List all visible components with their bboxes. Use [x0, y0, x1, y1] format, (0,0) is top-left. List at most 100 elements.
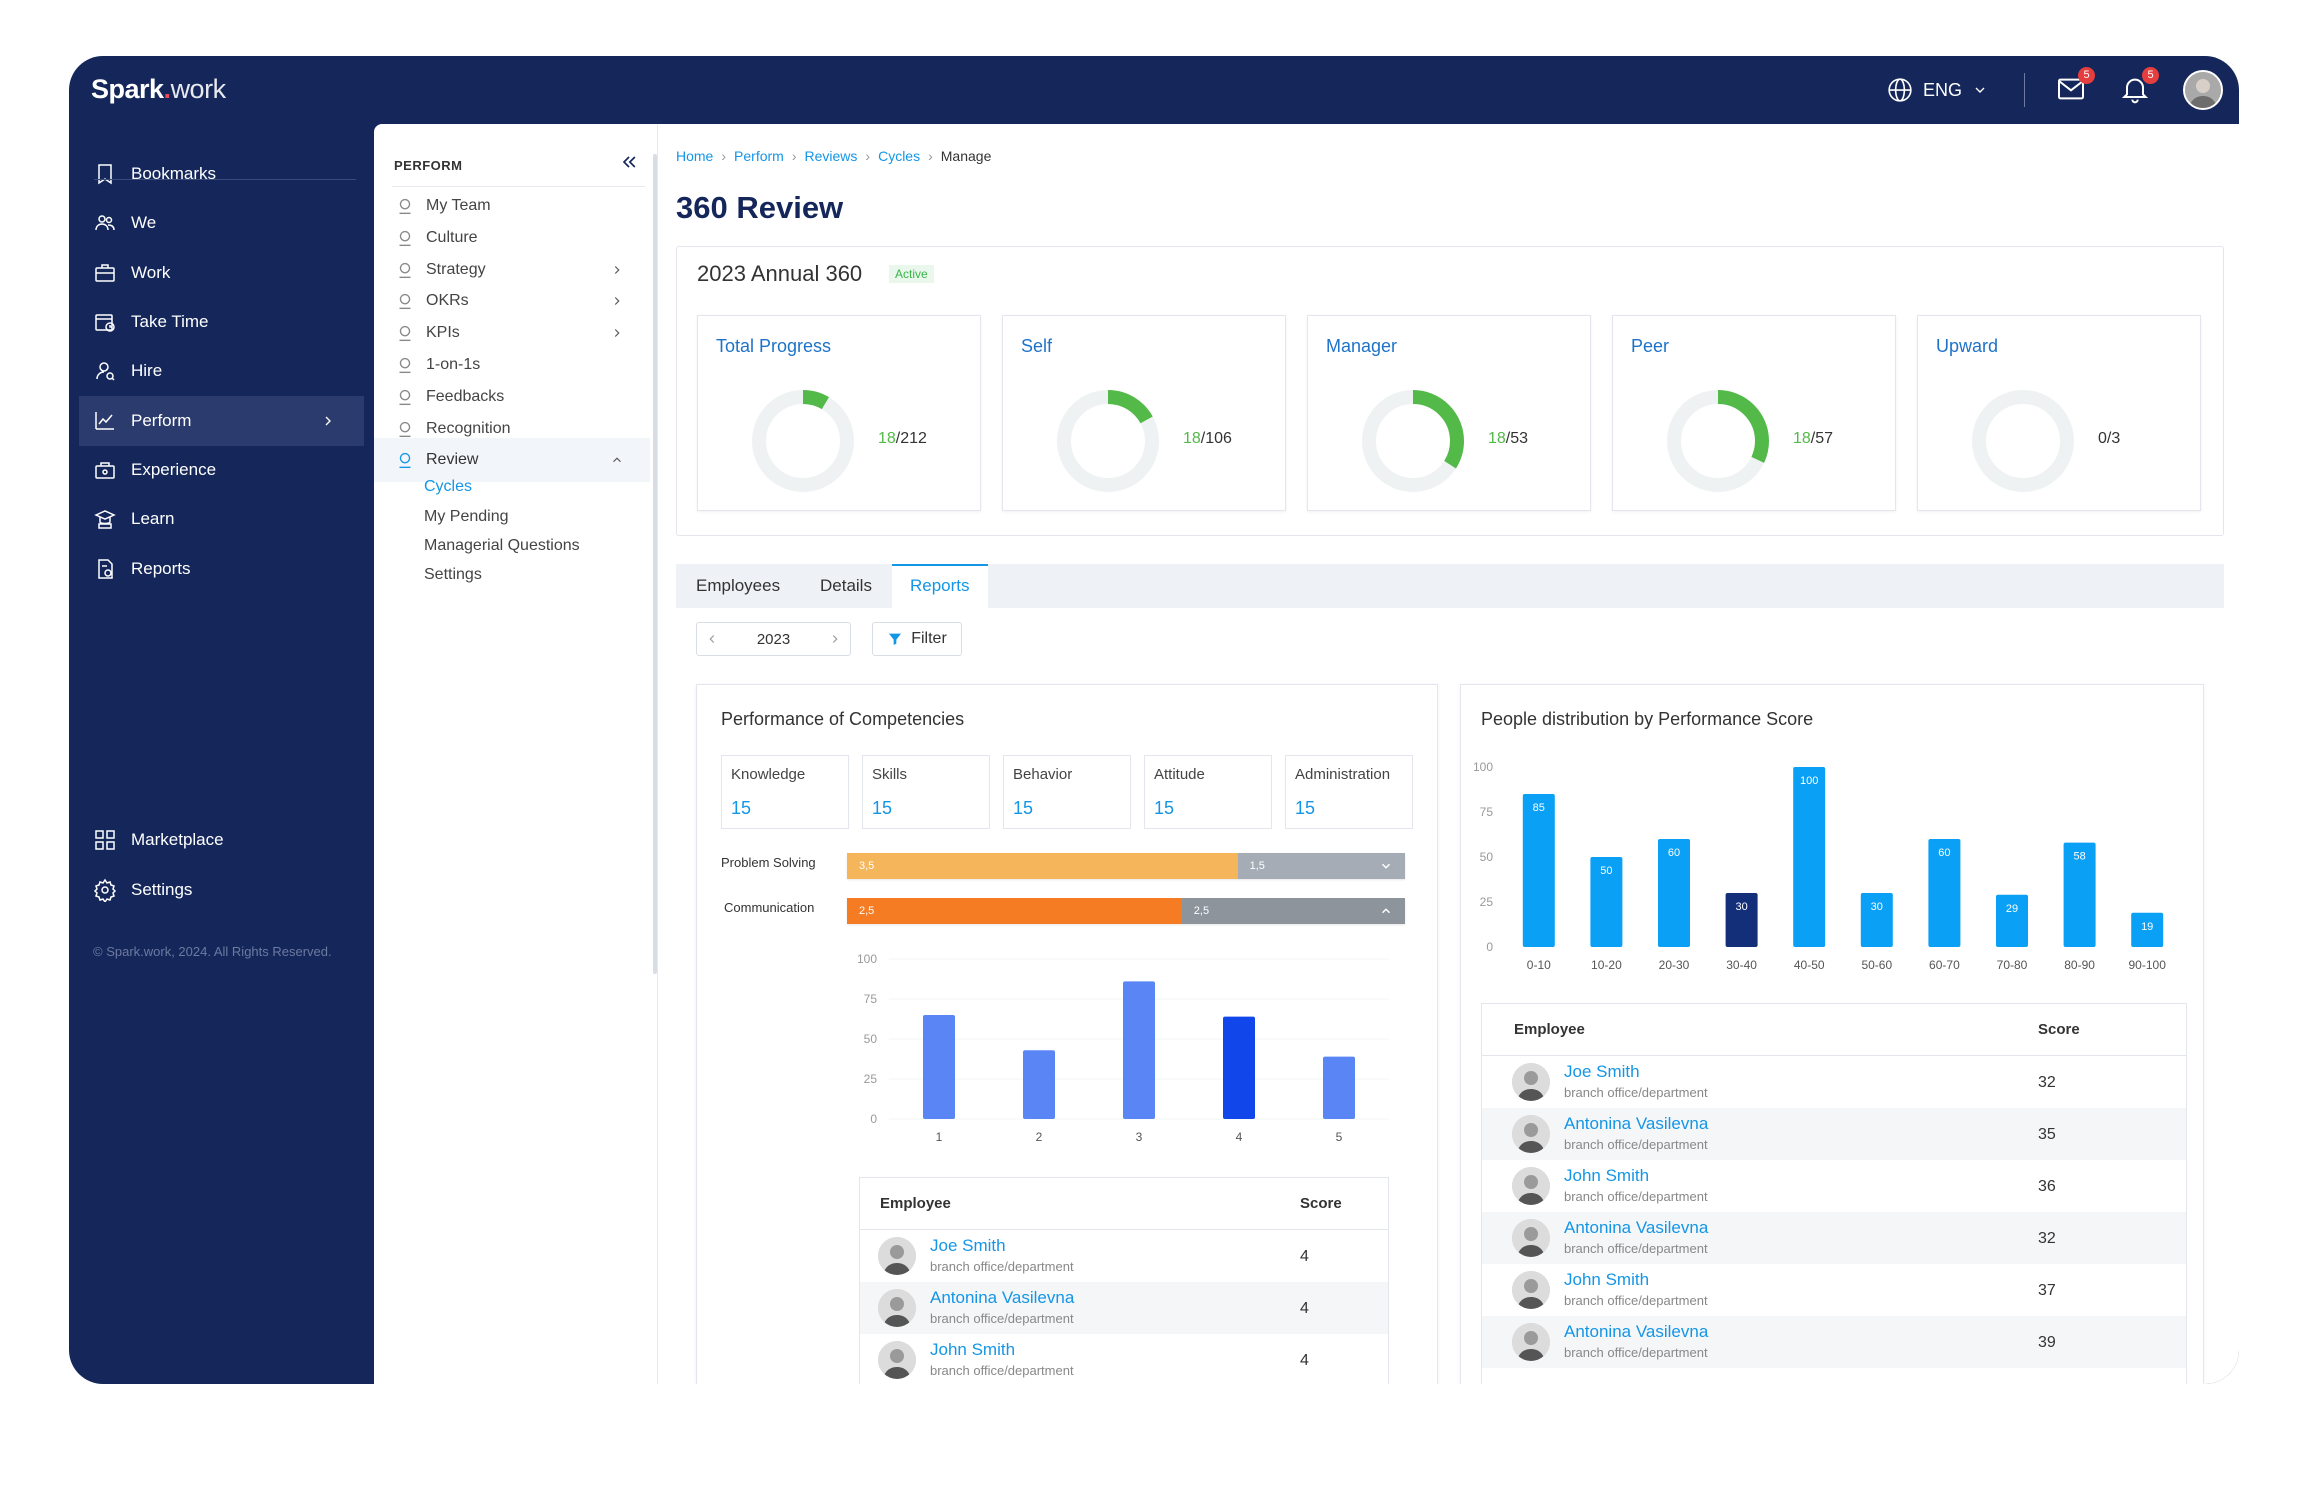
table-row[interactable]: Joe Smith branch office/department 4	[860, 1230, 1388, 1282]
submenu-child-cycles[interactable]: Cycles	[424, 478, 473, 495]
filter-button[interactable]: Filter	[872, 622, 962, 656]
submenu-item-kpis[interactable]: KPIs	[374, 311, 650, 355]
chevron-right-icon[interactable]	[828, 632, 842, 646]
employee-name[interactable]: John Smith	[1564, 1270, 1650, 1289]
competency-box-behavior[interactable]: Behavior 15	[1003, 755, 1131, 829]
submenu-child-managerial-questions[interactable]: Managerial Questions	[424, 537, 580, 554]
employee-score: 37	[2038, 1282, 2056, 1299]
y-tick-label: 0	[1486, 940, 1493, 954]
employee-name[interactable]: Antonina Vasilevna	[1564, 1218, 1709, 1237]
table-row[interactable]: John Smith branch office/department 37	[1482, 1264, 2186, 1316]
tab-details[interactable]: Details	[820, 576, 872, 595]
competency-stacked-bar[interactable]: 2,5 2,5	[847, 898, 1405, 924]
table-row[interactable]: Antonina Vasilevna branch office/departm…	[1482, 1316, 2186, 1368]
nav-item-perform[interactable]: Perform	[79, 396, 364, 446]
competency-box-administration[interactable]: Administration 15	[1285, 755, 1413, 829]
nav-item-hire[interactable]: Hire	[79, 346, 364, 396]
table-row[interactable]: Antonina Vasilevna branch office/departm…	[1482, 1212, 2186, 1264]
table-row[interactable]: Antonina Vasilevna branch office/departm…	[860, 1282, 1388, 1334]
submenu-item-1-on-1s[interactable]: 1-on-1s	[374, 343, 650, 387]
submenu-item-feedbacks[interactable]: Feedbacks	[374, 375, 650, 419]
bar-5[interactable]	[1323, 1056, 1355, 1119]
competency-box-skills[interactable]: Skills 15	[862, 755, 990, 829]
chevron-left-icon[interactable]	[705, 632, 719, 646]
bar-90-100[interactable]	[2131, 912, 2164, 947]
nav-item-we[interactable]: We	[79, 198, 364, 248]
employee-name[interactable]: Antonina Vasilevna	[1564, 1322, 1709, 1341]
bar-20-30[interactable]	[1658, 839, 1690, 947]
submenu-item-recognition[interactable]: Recognition	[374, 407, 650, 451]
y-tick-label: 50	[1480, 850, 1494, 864]
x-tick-label: 3	[1136, 1130, 1143, 1144]
bar-10-20[interactable]	[1590, 857, 1623, 947]
notifications-button[interactable]: 5	[2119, 67, 2159, 107]
competency-box-knowledge[interactable]: Knowledge 15	[721, 755, 849, 829]
chevron-up-icon[interactable]	[1379, 904, 1393, 918]
chevron-down-icon[interactable]	[1379, 859, 1393, 873]
collapse-submenu-button[interactable]	[619, 152, 639, 177]
submenu-item-my-team[interactable]: My Team	[374, 184, 650, 228]
progress-card-self[interactable]: Self 18/106	[1002, 315, 1286, 511]
bar-0-10[interactable]	[1522, 794, 1555, 947]
employee-name[interactable]: Joe Smith	[930, 1236, 1006, 1255]
submenu-item-label: My Team	[426, 197, 491, 214]
nav-item-work[interactable]: Work	[79, 248, 364, 298]
submenu-item-culture[interactable]: Culture	[374, 216, 650, 260]
bar-80-90[interactable]	[2063, 842, 2096, 947]
perform-submenu: PERFORM My Team Culture Strategy OKRs KPIs 1-…	[374, 124, 658, 1384]
bar-4[interactable]	[1223, 1016, 1255, 1119]
progress-card-total-progress[interactable]: Total Progress 18/212	[697, 315, 981, 511]
language-selector[interactable]: ENG	[1887, 77, 1988, 103]
tab-reports[interactable]: Reports	[892, 564, 988, 608]
tab-employees[interactable]: Employees	[696, 576, 781, 595]
progress-card-upward[interactable]: Upward 0/3	[1917, 315, 2201, 511]
employee-name[interactable]: John Smith	[1564, 1166, 1650, 1185]
bar-60-70[interactable]	[1928, 839, 1961, 947]
x-tick-label: 60-70	[1929, 958, 1960, 972]
year-value: 2023	[756, 630, 791, 648]
competency-box-attitude[interactable]: Attitude 15	[1144, 755, 1272, 829]
user-avatar[interactable]	[2183, 70, 2223, 110]
employee-name[interactable]: Antonina Vasilevna	[930, 1288, 1075, 1307]
gear-icon	[93, 878, 117, 902]
bar-30-40[interactable]	[1725, 893, 1758, 947]
employee-name[interactable]: Joe Smith	[1564, 1062, 1640, 1081]
nav-item-learn[interactable]: Learn	[79, 494, 364, 544]
progress-card-peer[interactable]: Peer 18/57	[1612, 315, 1896, 511]
breadcrumb-reviews[interactable]: Reviews	[804, 148, 858, 164]
card-title: Manager	[1326, 336, 1398, 356]
nav-item-marketplace[interactable]: Marketplace	[79, 815, 364, 865]
table-row[interactable]: John Smith branch office/department 4	[860, 1334, 1388, 1384]
employee-score: 35	[2038, 1126, 2056, 1143]
nav-item-take-time[interactable]: Take Time	[79, 297, 364, 347]
bar-40-50[interactable]	[1793, 767, 1826, 947]
submenu-scrollbar[interactable]	[653, 154, 657, 974]
bar-3[interactable]	[1123, 981, 1155, 1119]
bar-50-60[interactable]	[1860, 893, 1893, 947]
breadcrumb-perform[interactable]: Perform	[734, 148, 784, 164]
submenu-item-okrs[interactable]: OKRs	[374, 279, 650, 323]
submenu-child-settings[interactable]: Settings	[424, 566, 482, 583]
bar-1[interactable]	[923, 1015, 955, 1119]
nav-item-experience[interactable]: Experience	[79, 445, 364, 495]
breadcrumb-cycles[interactable]: Cycles	[878, 148, 921, 164]
competency-stacked-bar[interactable]: 3,5 1,5	[847, 853, 1405, 879]
bar-2[interactable]	[1023, 1050, 1055, 1119]
col-employee: Employee	[1514, 1021, 1585, 1038]
breadcrumb-home[interactable]: Home	[676, 148, 714, 164]
progress-card-manager[interactable]: Manager 18/53	[1307, 315, 1591, 511]
employee-name[interactable]: John Smith	[930, 1340, 1016, 1359]
nav-item-bookmarks[interactable]: Bookmarks	[79, 149, 364, 199]
nav-item-settings[interactable]: Settings	[79, 865, 364, 915]
submenu-item-review[interactable]: Review	[374, 438, 650, 482]
bar-70-80[interactable]	[1996, 894, 2028, 947]
table-row[interactable]: Antonina Vasilevna branch office/departm…	[1482, 1108, 2186, 1160]
submenu-item-strategy[interactable]: Strategy	[374, 248, 650, 292]
nav-item-reports[interactable]: Reports	[79, 544, 364, 594]
employee-name[interactable]: Antonina Vasilevna	[1564, 1114, 1709, 1133]
submenu-child-my-pending[interactable]: My Pending	[424, 508, 509, 525]
mail-button[interactable]: 5	[2055, 67, 2095, 107]
logo[interactable]: Spark.work	[91, 74, 226, 104]
table-row[interactable]: Joe Smith branch office/department 32	[1482, 1056, 2186, 1108]
table-row[interactable]: John Smith branch office/department 36	[1482, 1160, 2186, 1212]
